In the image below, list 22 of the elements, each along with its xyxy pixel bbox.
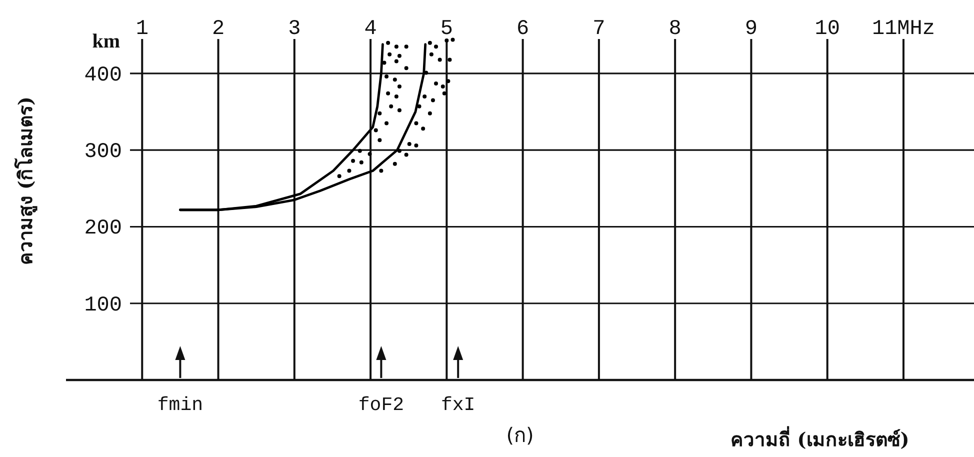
ref-line-label: foF2 bbox=[358, 394, 404, 416]
ref-line-label: fxI bbox=[440, 394, 476, 416]
x-tick-label: 5 bbox=[440, 18, 453, 41]
y-axis-title: ความสูง (กิโลเมตร) bbox=[14, 96, 38, 266]
x-tick-label: 11MHz bbox=[872, 18, 935, 41]
x-tick-label: 3 bbox=[288, 18, 301, 41]
y-tick-label: 400 bbox=[84, 64, 122, 88]
x-axis-title: ความถี่ (เมกะเฮิรตซ์) bbox=[730, 426, 910, 451]
y-tick-label: 200 bbox=[84, 218, 122, 241]
x-tick-label: 4 bbox=[364, 18, 377, 41]
x-tick-label: 1 bbox=[136, 18, 148, 41]
annotation: km bbox=[92, 30, 120, 52]
text: (ก) bbox=[506, 423, 534, 447]
x-tick-label: 9 bbox=[744, 18, 758, 41]
x-tick-label: 10 bbox=[814, 18, 840, 41]
y-tick-label: 300 bbox=[84, 141, 122, 164]
x-tick-label: 2 bbox=[212, 18, 225, 41]
x-tick-label: 8 bbox=[668, 18, 682, 41]
y-tick-label: 100 bbox=[84, 294, 122, 318]
x-tick-label: 6 bbox=[516, 18, 530, 41]
ref-line-label: fmin bbox=[157, 394, 204, 416]
x-tick-label: 7 bbox=[592, 18, 606, 41]
